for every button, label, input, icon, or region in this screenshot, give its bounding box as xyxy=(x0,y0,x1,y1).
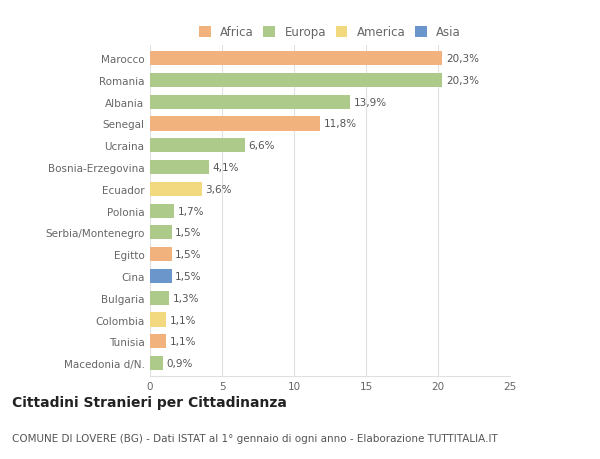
Bar xyxy=(150,73,442,88)
Text: 1,5%: 1,5% xyxy=(175,250,202,260)
Text: 4,1%: 4,1% xyxy=(212,162,239,173)
Text: COMUNE DI LOVERE (BG) - Dati ISTAT al 1° gennaio di ogni anno - Elaborazione TUT: COMUNE DI LOVERE (BG) - Dati ISTAT al 1°… xyxy=(12,433,498,442)
Bar xyxy=(150,356,163,370)
Bar xyxy=(150,335,166,349)
Text: 1,7%: 1,7% xyxy=(178,206,205,216)
Bar xyxy=(150,52,442,66)
Bar xyxy=(150,161,209,175)
Text: 20,3%: 20,3% xyxy=(446,54,479,64)
Text: 13,9%: 13,9% xyxy=(354,97,387,107)
Bar xyxy=(150,269,172,284)
Bar xyxy=(150,117,320,131)
Text: 0,9%: 0,9% xyxy=(167,358,193,368)
Text: 20,3%: 20,3% xyxy=(446,76,479,86)
Text: 3,6%: 3,6% xyxy=(205,185,232,195)
Text: 11,8%: 11,8% xyxy=(323,119,356,129)
Bar xyxy=(150,182,202,196)
Text: 1,5%: 1,5% xyxy=(175,271,202,281)
Text: 1,5%: 1,5% xyxy=(175,228,202,238)
Text: 1,1%: 1,1% xyxy=(169,315,196,325)
Legend: Africa, Europa, America, Asia: Africa, Europa, America, Asia xyxy=(199,26,461,39)
Bar xyxy=(150,139,245,153)
Text: 1,3%: 1,3% xyxy=(172,293,199,303)
Bar xyxy=(150,226,172,240)
Bar xyxy=(150,247,172,262)
Bar xyxy=(150,95,350,110)
Text: 1,1%: 1,1% xyxy=(169,336,196,347)
Bar xyxy=(150,291,169,305)
Text: Cittadini Stranieri per Cittadinanza: Cittadini Stranieri per Cittadinanza xyxy=(12,395,287,409)
Bar xyxy=(150,204,175,218)
Text: 6,6%: 6,6% xyxy=(248,141,275,151)
Bar xyxy=(150,313,166,327)
